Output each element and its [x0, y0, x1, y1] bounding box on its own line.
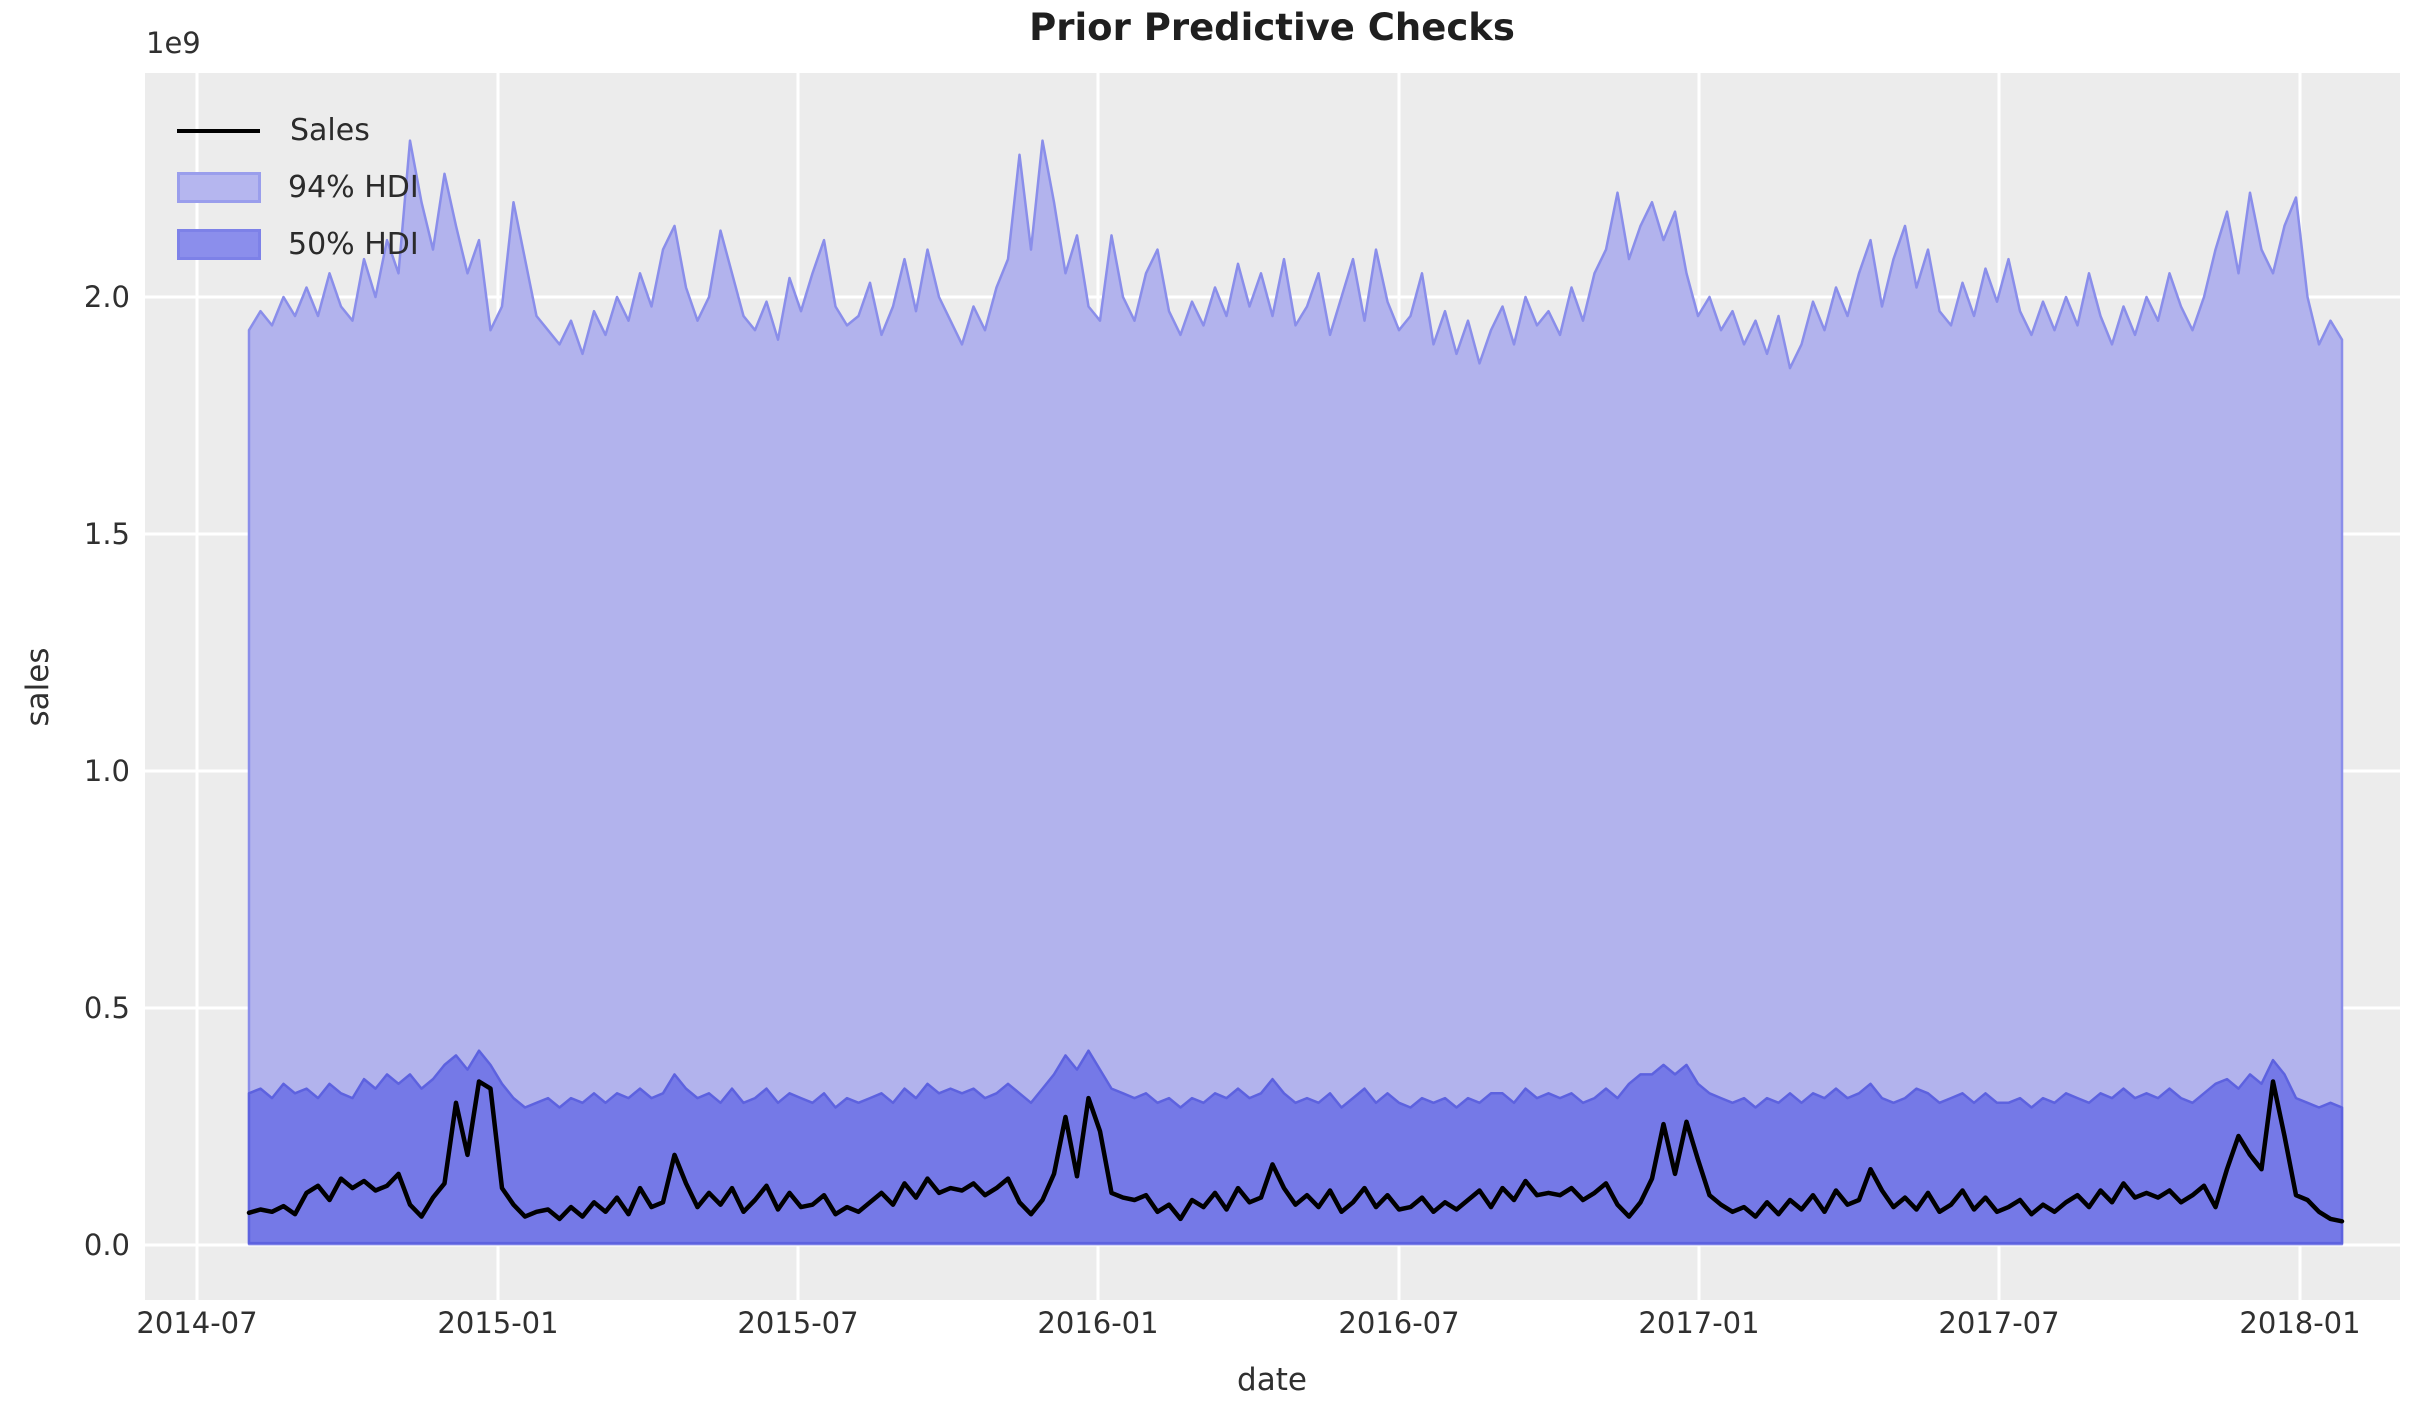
legend-label-sales: Sales — [290, 113, 370, 148]
x-tick-label: 2017-01 — [1638, 1306, 1760, 1340]
x-tick-label: 2016-01 — [1037, 1306, 1159, 1340]
legend-entry-hdi50: 50% HDI — [177, 216, 419, 273]
x-tick-label: 2015-07 — [737, 1306, 859, 1340]
x-axis-label: date — [1237, 1362, 1307, 1398]
legend-entry-hdi94: 94% HDI — [177, 159, 419, 216]
legend-label-hdi50: 50% HDI — [288, 227, 419, 262]
y-tick-label: 0.5 — [83, 991, 130, 1025]
x-tick-label: 2017-07 — [1938, 1306, 2060, 1340]
y-axis-offset-label: 1e9 — [146, 26, 201, 60]
legend-label-hdi94: 94% HDI — [288, 170, 419, 205]
hdi94-patch-swatch-icon — [177, 172, 261, 203]
hdi94-band — [247, 139, 2344, 1246]
y-tick-label: 1.0 — [83, 754, 130, 788]
y-tick-label: 1.5 — [83, 517, 130, 551]
x-tick-label: 2018-01 — [2239, 1306, 2361, 1340]
legend-entry-sales: Sales — [177, 102, 419, 159]
sales-line — [246, 1079, 2345, 1224]
x-tick-label: 2016-07 — [1338, 1306, 1460, 1340]
hdi50-patch-swatch-icon — [177, 229, 261, 260]
sales-line-swatch-icon — [177, 128, 260, 133]
chart-title: Prior Predictive Checks — [1029, 6, 1515, 49]
y-axis-label: sales — [20, 647, 56, 727]
y-tick-label: 0.0 — [83, 1228, 130, 1262]
x-tick-label: 2015-01 — [437, 1306, 559, 1340]
x-tick-label: 2014-07 — [136, 1306, 258, 1340]
y-tick-label: 2.0 — [83, 280, 130, 314]
legend: Sales 94% HDI 50% HDI — [177, 102, 419, 273]
